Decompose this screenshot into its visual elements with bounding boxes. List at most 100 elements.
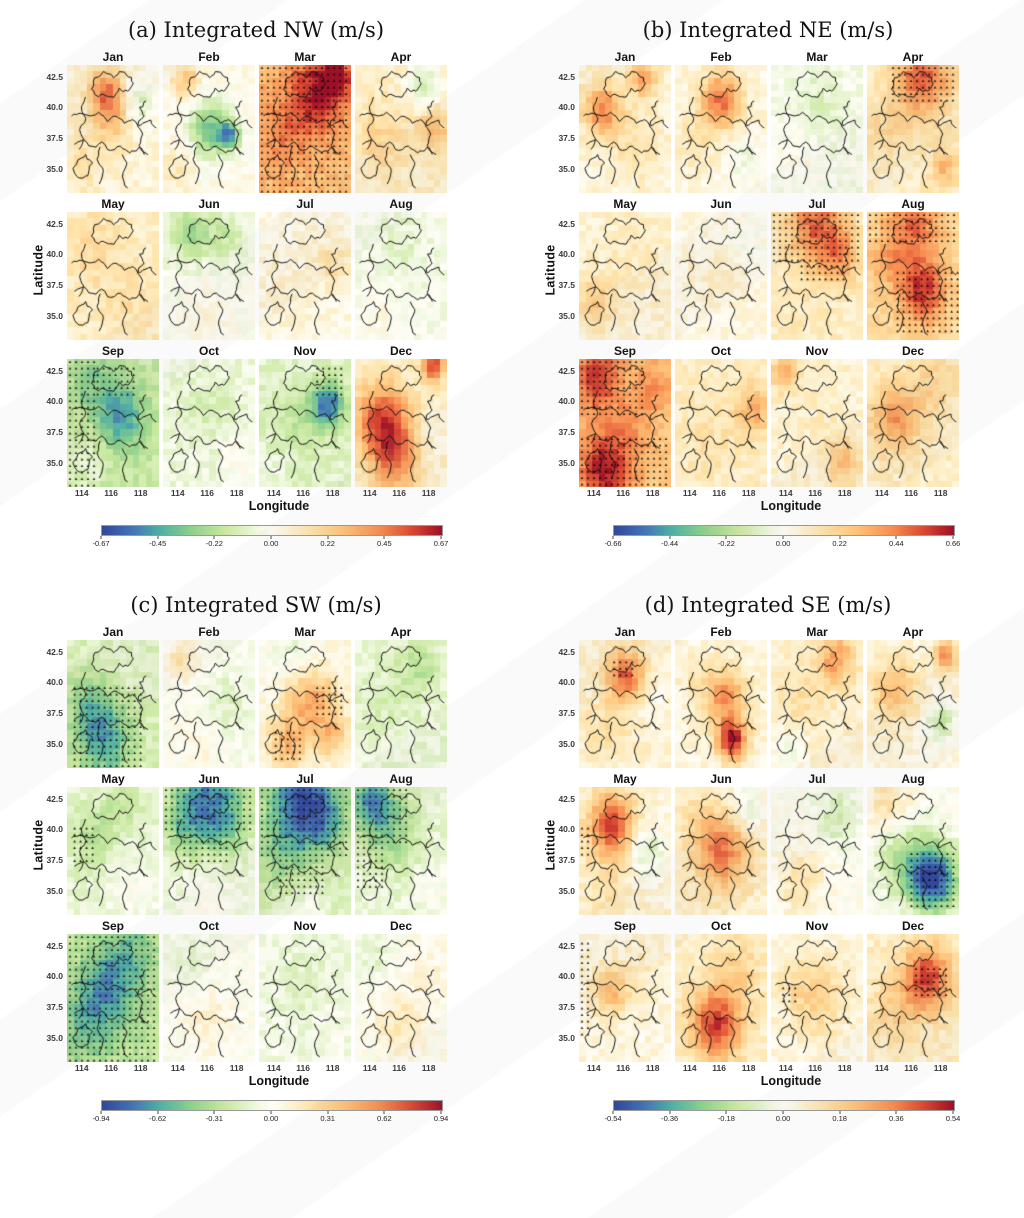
map-cell: Oct 114 116 118: [163, 344, 255, 499]
colorbar-tick-mark: [612, 1111, 614, 1114]
lon-tick-label: 118: [933, 488, 948, 498]
colorbar-tick-mark: [612, 536, 614, 539]
panel-c-maps: 42.5 40.0 37.5 35.0 Jan Feb Mar Apr 42.5 40.0 37.5…: [37, 625, 491, 1074]
map-cell: Feb: [675, 625, 767, 768]
lat-tick-label: 35.0: [46, 163, 63, 174]
lat-tick-label: 35.0: [558, 310, 575, 321]
map-cell: Jun: [675, 772, 767, 915]
map-cell: Dec 114 116 118: [867, 344, 959, 499]
lon-axis: 114 116 118: [867, 487, 959, 499]
colorbar-tick-mark: [952, 1111, 954, 1114]
month-label: Sep: [613, 344, 636, 358]
map-cell: Jul: [771, 772, 863, 915]
lat-tick-label: 35.0: [558, 885, 575, 896]
colorbar-tick-label: -0.22: [205, 539, 223, 548]
map-c-dec: [355, 934, 447, 1062]
colorbar-gradient: [613, 525, 955, 536]
map-cell: Dec 114 116 118: [867, 919, 959, 1074]
lat-axis: 42.5 40.0 37.5 35.0: [549, 625, 579, 768]
lon-tick-label: 116: [808, 1063, 823, 1073]
map-row: 42.5 40.0 37.5 35.0 May Jun Jul Aug: [549, 772, 1003, 915]
colorbar-tick-mark: [725, 1111, 727, 1114]
lon-tick-label: 118: [421, 1063, 436, 1073]
month-label: Oct: [710, 919, 731, 933]
lon-axis: 114 116 118: [675, 487, 767, 499]
lon-tick-label: 116: [904, 1063, 919, 1073]
map-b-nov: [771, 359, 863, 487]
month-label: Dec: [389, 344, 412, 358]
lat-tick-label: 37.5: [46, 854, 63, 865]
map-cell: May: [67, 772, 159, 915]
lon-axis: 114 116 118: [771, 487, 863, 499]
colorbar-tick-mark: [270, 536, 272, 539]
lon-tick-label: 114: [362, 488, 377, 498]
lat-axis: 42.5 40.0 37.5 35.0: [37, 772, 67, 915]
map-cell: Apr: [867, 50, 959, 193]
month-label: Mar: [806, 625, 828, 639]
colorbar-tick-label: -0.62: [149, 1114, 167, 1123]
lon-tick-label: 118: [837, 1063, 852, 1073]
map-cell: Feb: [163, 625, 255, 768]
colorbar-ticks: -0.94 -0.62 -0.31 0.00 0.31 0.62 0.94: [92, 1111, 448, 1124]
month-label: Nov: [805, 919, 829, 933]
lon-tick-label: 114: [682, 1063, 697, 1073]
map-a-jul: [259, 212, 351, 340]
lon-tick-label: 116: [392, 488, 407, 498]
lat-axis: 42.5 40.0 37.5 35.0: [37, 625, 67, 768]
colorbar-tick-label: 0.62: [377, 1114, 392, 1123]
map-cell: Nov 114 116 118: [259, 919, 351, 1074]
colorbar-tick-label: -0.36: [661, 1114, 679, 1123]
map-a-oct: [163, 359, 255, 487]
lat-tick-label: 42.5: [558, 71, 575, 82]
lon-tick-label: 114: [170, 488, 185, 498]
lon-tick-label: 116: [616, 1063, 631, 1073]
month-label: Jul: [808, 197, 826, 211]
colorbar-tick-label: -0.44: [661, 539, 679, 548]
map-b-aug: [867, 212, 959, 340]
month-label: Dec: [389, 919, 412, 933]
lat-axis: 42.5 40.0 37.5 35.0: [549, 50, 579, 193]
colorbar-tick-mark: [440, 1111, 442, 1114]
map-cell: Jan: [67, 625, 159, 768]
colorbar-tick-mark: [213, 1111, 215, 1114]
month-label: May: [101, 197, 125, 211]
lat-tick-label: 42.5: [46, 365, 63, 376]
lon-tick-label: 118: [325, 1063, 340, 1073]
map-d-aug: [867, 787, 959, 915]
lon-tick-label: 114: [74, 488, 89, 498]
map-cell: Apr: [355, 50, 447, 193]
panel-d-colorbar: -0.54 -0.36 -0.18 0.00 0.18 0.36 0.54: [563, 1100, 1003, 1124]
lon-axis: 114 116 118: [771, 1062, 863, 1074]
lon-tick-label: 114: [170, 1063, 185, 1073]
lon-tick-label: 116: [200, 1063, 215, 1073]
map-cell: Jun: [163, 197, 255, 340]
map-row: 42.5 40.0 37.5 35.0 Sep 114 116 118 Oct 114 116 118…: [37, 344, 491, 499]
month-label: Apr: [390, 50, 412, 64]
month-label: Feb: [198, 625, 220, 639]
month-label: Mar: [294, 50, 316, 64]
lat-tick-label: 35.0: [558, 738, 575, 749]
colorbar-tick-label: 0.54: [945, 1114, 961, 1123]
lon-tick-label: 118: [325, 488, 340, 498]
map-cell: May: [579, 197, 671, 340]
lon-axis: 114 116 118: [355, 1062, 447, 1074]
month-label: Mar: [806, 50, 828, 64]
lat-tick-label: 40.0: [46, 677, 63, 688]
map-c-sep: [67, 934, 159, 1062]
map-d-jun: [675, 787, 767, 915]
lon-tick-label: 114: [74, 1063, 89, 1073]
lon-tick-label: 114: [874, 1063, 889, 1073]
colorbar-tick-mark: [100, 1111, 102, 1114]
month-label: Mar: [294, 625, 316, 639]
month-label: Jun: [710, 197, 732, 211]
map-cell: Sep 114 116 118: [579, 919, 671, 1074]
month-label: Nov: [293, 344, 317, 358]
colorbar-tick-mark: [157, 536, 159, 539]
map-row: 42.5 40.0 37.5 35.0 Sep 114 116 118 Oct 114 116 118…: [549, 344, 1003, 499]
lat-tick-label: 42.5: [558, 218, 575, 229]
colorbar-ticks: -0.67 -0.45 -0.22 0.00 0.22 0.45 0.67: [92, 536, 448, 549]
colorbar-tick-mark: [839, 536, 841, 539]
panel-c: (c) Integrated SW (m/s) Latitude 42.5 40.…: [21, 583, 491, 1124]
lon-tick-label: 114: [778, 488, 793, 498]
colorbar-tick-label: 0.66: [945, 539, 961, 548]
